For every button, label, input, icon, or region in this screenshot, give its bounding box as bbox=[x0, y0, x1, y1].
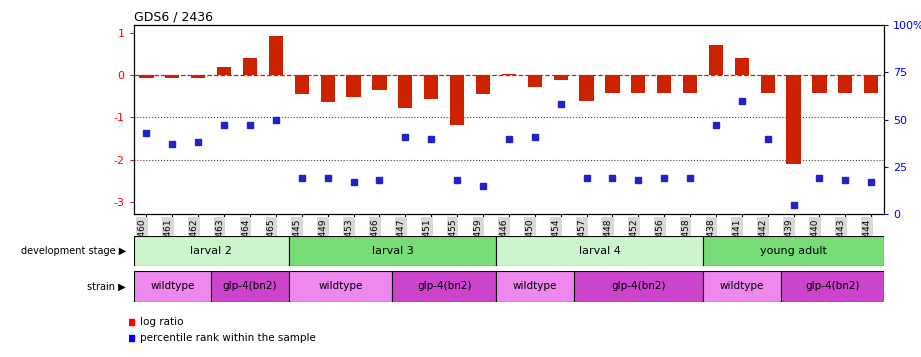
Text: GSM453: GSM453 bbox=[344, 218, 354, 256]
Bar bbox=[295, 75, 309, 94]
Text: GSM454: GSM454 bbox=[552, 218, 561, 256]
Text: GSM459: GSM459 bbox=[474, 218, 483, 256]
Bar bbox=[761, 75, 775, 93]
Text: GSM458: GSM458 bbox=[681, 218, 690, 256]
Text: development stage ▶: development stage ▶ bbox=[20, 246, 126, 256]
Bar bbox=[289, 236, 495, 266]
Text: wildtype: wildtype bbox=[150, 281, 194, 292]
Text: GSM457: GSM457 bbox=[577, 218, 587, 256]
Bar bbox=[321, 75, 335, 101]
Text: GSM452: GSM452 bbox=[629, 218, 638, 256]
Text: GSM444: GSM444 bbox=[862, 218, 871, 256]
Text: GSM446: GSM446 bbox=[500, 218, 508, 256]
Bar bbox=[574, 271, 703, 302]
Text: larval 3: larval 3 bbox=[371, 246, 414, 256]
Bar bbox=[269, 35, 283, 75]
Bar bbox=[682, 75, 697, 93]
Text: GSM451: GSM451 bbox=[422, 218, 431, 256]
Text: GSM460: GSM460 bbox=[137, 218, 146, 256]
Bar bbox=[450, 75, 464, 125]
Text: wildtype: wildtype bbox=[319, 281, 363, 292]
Bar bbox=[165, 75, 180, 77]
Text: GSM442: GSM442 bbox=[759, 218, 768, 256]
Text: glp-4(bn2): glp-4(bn2) bbox=[223, 281, 277, 292]
Text: GSM443: GSM443 bbox=[836, 218, 845, 256]
Text: percentile rank within the sample: percentile rank within the sample bbox=[140, 333, 316, 343]
Bar bbox=[372, 75, 387, 90]
Text: GSM440: GSM440 bbox=[810, 218, 820, 256]
Text: wildtype: wildtype bbox=[719, 281, 764, 292]
Text: GSM464: GSM464 bbox=[241, 218, 250, 256]
Text: larval 2: larval 2 bbox=[191, 246, 232, 256]
Text: young adult: young adult bbox=[760, 246, 827, 256]
Text: GSM449: GSM449 bbox=[319, 218, 328, 256]
Text: GSM438: GSM438 bbox=[707, 218, 716, 256]
Text: GSM461: GSM461 bbox=[163, 218, 172, 256]
Text: wildtype: wildtype bbox=[513, 281, 557, 292]
Text: GSM455: GSM455 bbox=[449, 218, 457, 256]
Text: GSM439: GSM439 bbox=[785, 218, 794, 256]
Bar bbox=[346, 75, 361, 97]
Text: GSM456: GSM456 bbox=[655, 218, 664, 256]
Bar bbox=[528, 75, 542, 87]
Text: GSM450: GSM450 bbox=[526, 218, 535, 256]
Bar bbox=[579, 75, 594, 101]
Bar bbox=[631, 75, 646, 93]
Bar bbox=[502, 74, 516, 75]
Text: GDS6 / 2436: GDS6 / 2436 bbox=[134, 11, 213, 24]
Bar bbox=[812, 75, 826, 93]
Text: GSM462: GSM462 bbox=[189, 218, 198, 256]
Text: strain ▶: strain ▶ bbox=[87, 281, 126, 292]
Bar bbox=[781, 271, 884, 302]
Bar bbox=[211, 271, 289, 302]
Bar bbox=[134, 271, 211, 302]
Bar bbox=[657, 75, 671, 93]
Bar bbox=[709, 45, 723, 75]
Text: GSM445: GSM445 bbox=[293, 218, 302, 256]
Text: GSM466: GSM466 bbox=[370, 218, 379, 256]
Bar bbox=[735, 58, 749, 75]
Bar bbox=[289, 271, 392, 302]
Bar bbox=[864, 75, 879, 93]
Text: GSM447: GSM447 bbox=[396, 218, 405, 256]
Bar bbox=[838, 75, 853, 93]
Bar bbox=[424, 75, 438, 99]
Text: GSM463: GSM463 bbox=[216, 218, 224, 256]
Bar bbox=[554, 75, 567, 80]
Bar bbox=[243, 58, 257, 75]
Bar bbox=[703, 271, 781, 302]
Bar bbox=[476, 75, 490, 94]
Text: GSM441: GSM441 bbox=[733, 218, 741, 256]
Bar bbox=[495, 236, 703, 266]
Bar bbox=[495, 271, 574, 302]
Bar bbox=[398, 75, 413, 108]
Text: GSM465: GSM465 bbox=[267, 218, 276, 256]
Text: larval 4: larval 4 bbox=[578, 246, 621, 256]
Bar bbox=[703, 236, 884, 266]
Text: glp-4(bn2): glp-4(bn2) bbox=[805, 281, 859, 292]
Text: GSM448: GSM448 bbox=[603, 218, 612, 256]
Text: glp-4(bn2): glp-4(bn2) bbox=[417, 281, 472, 292]
Bar bbox=[139, 75, 154, 77]
Text: log ratio: log ratio bbox=[140, 317, 184, 327]
Bar bbox=[217, 67, 231, 75]
Text: glp-4(bn2): glp-4(bn2) bbox=[611, 281, 666, 292]
Bar bbox=[787, 75, 800, 164]
Bar bbox=[134, 236, 289, 266]
Bar bbox=[192, 75, 205, 77]
Bar bbox=[605, 75, 620, 93]
Bar bbox=[392, 271, 495, 302]
